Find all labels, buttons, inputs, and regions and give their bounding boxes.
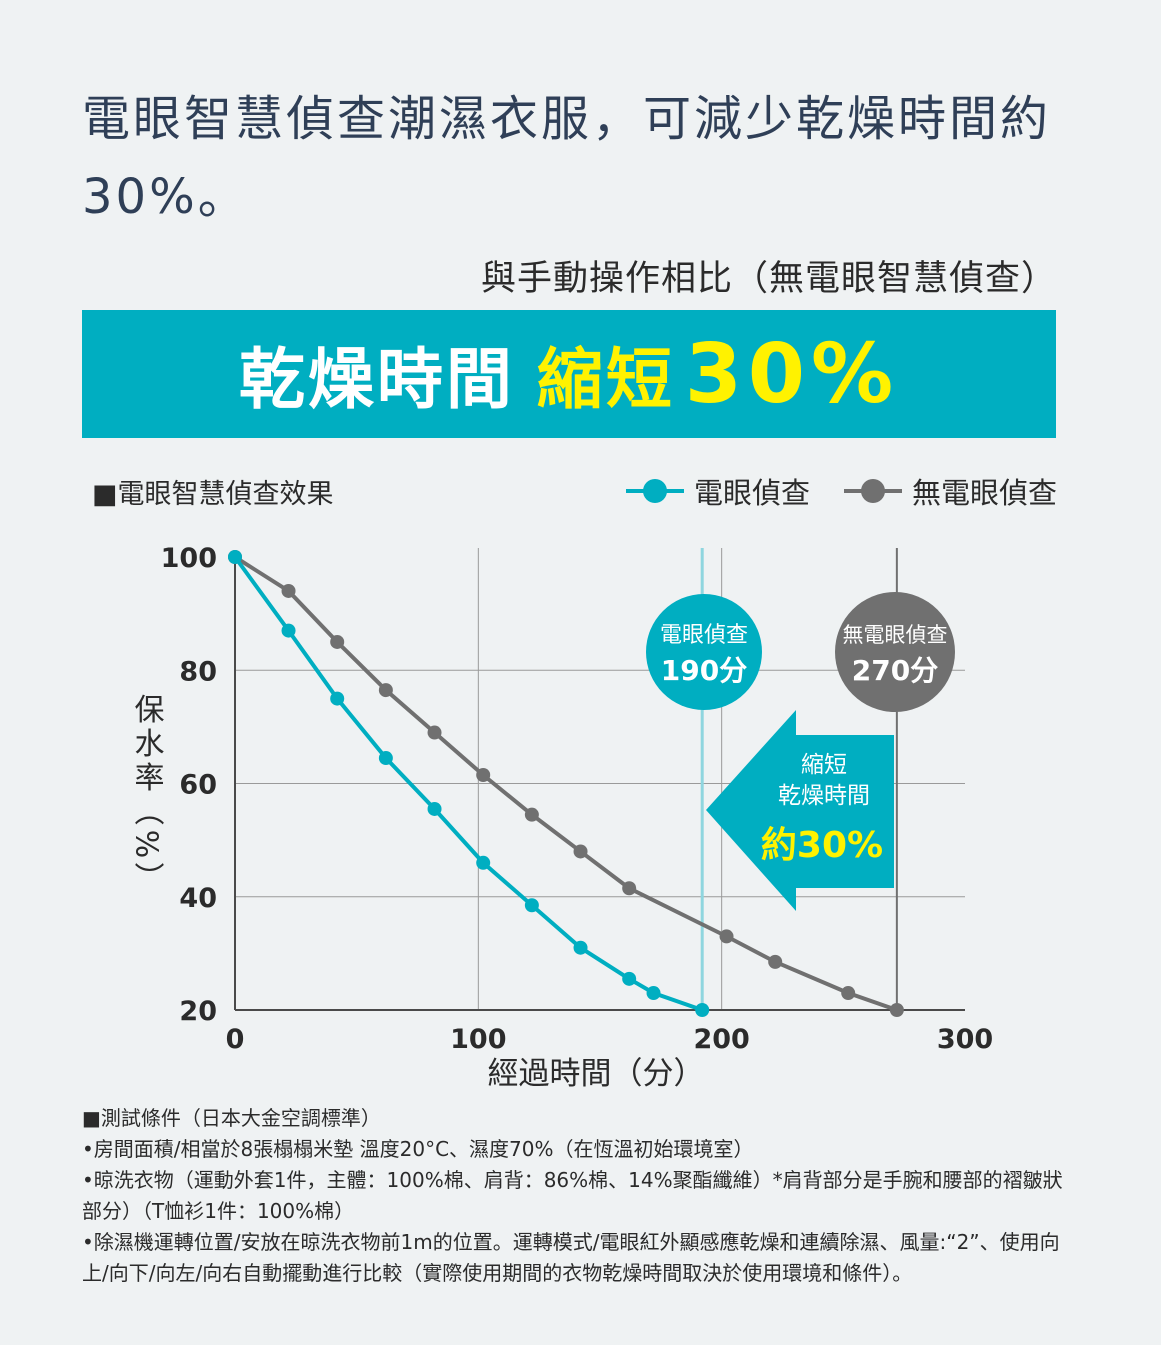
y-tick-label: 100: [161, 543, 217, 574]
reduction-arrow-line1: 縮短: [801, 752, 847, 778]
test-notes: ■測試條件（日本大金空調標準） •房間面積/相當於8張榻榻米墊 溫度20°C、濕…: [82, 1103, 1067, 1289]
legend-item-noeye: 無電眼偵查: [843, 470, 1057, 512]
chart-axes: [234, 557, 965, 1011]
legend-line-eye-icon: [625, 479, 684, 503]
data-point: [330, 691, 345, 706]
callout-eye-value: 190分: [661, 654, 747, 687]
series-eye: [228, 550, 710, 1017]
callout-eye: 電眼偵查 190分: [646, 594, 762, 710]
callout-noeye-value: 270分: [852, 654, 938, 687]
data-point: [524, 898, 539, 913]
data-point: [889, 1003, 904, 1017]
y-tick-label: 20: [179, 996, 217, 1027]
note-line: ■測試條件（日本大金空調標準）: [82, 1106, 381, 1130]
data-point: [427, 725, 442, 740]
chart-legend: 電眼偵查 無電眼偵查: [625, 470, 1057, 512]
callout-eye-bubble: [646, 594, 762, 710]
x-tick-label: 100: [450, 1024, 506, 1055]
data-point: [841, 986, 856, 1001]
data-point: [476, 768, 491, 783]
callout-noeye: 無電眼偵查 270分: [835, 592, 955, 712]
legend-label-eye: 電眼偵查: [693, 476, 810, 510]
callout-noeye-bubble: [835, 592, 955, 712]
legend-label-noeye: 無電眼偵查: [911, 476, 1057, 510]
banner: 乾燥時間 縮短 30%: [82, 310, 1056, 438]
x-tick-label: 200: [693, 1024, 749, 1055]
headline: 電眼智慧偵查潮濕衣服，可減少乾燥時間約30%。: [82, 91, 1052, 225]
callout-noeye-label: 無電眼偵查: [843, 623, 948, 647]
subhead: 與手動操作相比（無電眼智慧偵查）: [480, 259, 1057, 299]
data-point: [330, 634, 345, 649]
reduction-arrow-line2: 乾燥時間: [778, 783, 870, 809]
data-point: [427, 801, 442, 816]
reduction-arrow-value: 約30%: [761, 825, 883, 866]
section-label: ■電眼智慧偵查效果: [92, 479, 334, 510]
legend-item-eye: 電眼偵查: [625, 470, 810, 512]
reduction-arrow-shape: [706, 710, 894, 911]
y-tick-label: 40: [179, 883, 217, 914]
y-tick-label: 60: [179, 770, 217, 801]
banner-value: 30%: [684, 326, 900, 422]
data-point: [622, 881, 637, 896]
y-tick-label: 80: [179, 656, 217, 687]
y-axis-label: 保水率（%）: [129, 694, 165, 897]
data-point: [622, 971, 637, 986]
data-point: [281, 583, 296, 598]
data-point: [719, 929, 734, 944]
note-line: •晾洗衣物（運動外套1件，主體：100%棉、肩背：86%棉、14%聚酯纖維）*肩…: [82, 1168, 1063, 1223]
data-point: [228, 550, 242, 564]
data-point: [573, 940, 588, 955]
data-point: [378, 683, 393, 698]
legend-line-noeye-icon: [843, 479, 902, 503]
data-point: [476, 855, 491, 870]
chart-series: [228, 550, 904, 1017]
x-tick-label: 0: [226, 1024, 245, 1055]
data-point: [281, 623, 296, 638]
data-point: [378, 751, 393, 766]
note-line: •房間面積/相當於8張榻榻米墊 溫度20°C、濕度70%（在恆溫初始環境室）: [82, 1137, 754, 1161]
data-point: [524, 807, 539, 822]
data-point: [646, 986, 661, 1001]
banner-highlight: 縮短: [536, 341, 675, 418]
data-point: [695, 1003, 710, 1017]
reduction-arrow: 縮短 乾燥時間 約30%: [706, 710, 894, 911]
data-point: [573, 844, 588, 859]
note-line: •除濕機運轉位置/安放在晾洗衣物前1m的位置。運轉模式/電眼紅外顯感應乾燥和連續…: [82, 1230, 1060, 1285]
x-axis-label: 經過時間（分）: [488, 1056, 705, 1092]
x-tick-label: 300: [937, 1024, 993, 1055]
banner-prefix: 乾燥時間: [238, 341, 515, 418]
callout-eye-label: 電眼偵查: [660, 623, 748, 648]
data-point: [768, 954, 783, 969]
